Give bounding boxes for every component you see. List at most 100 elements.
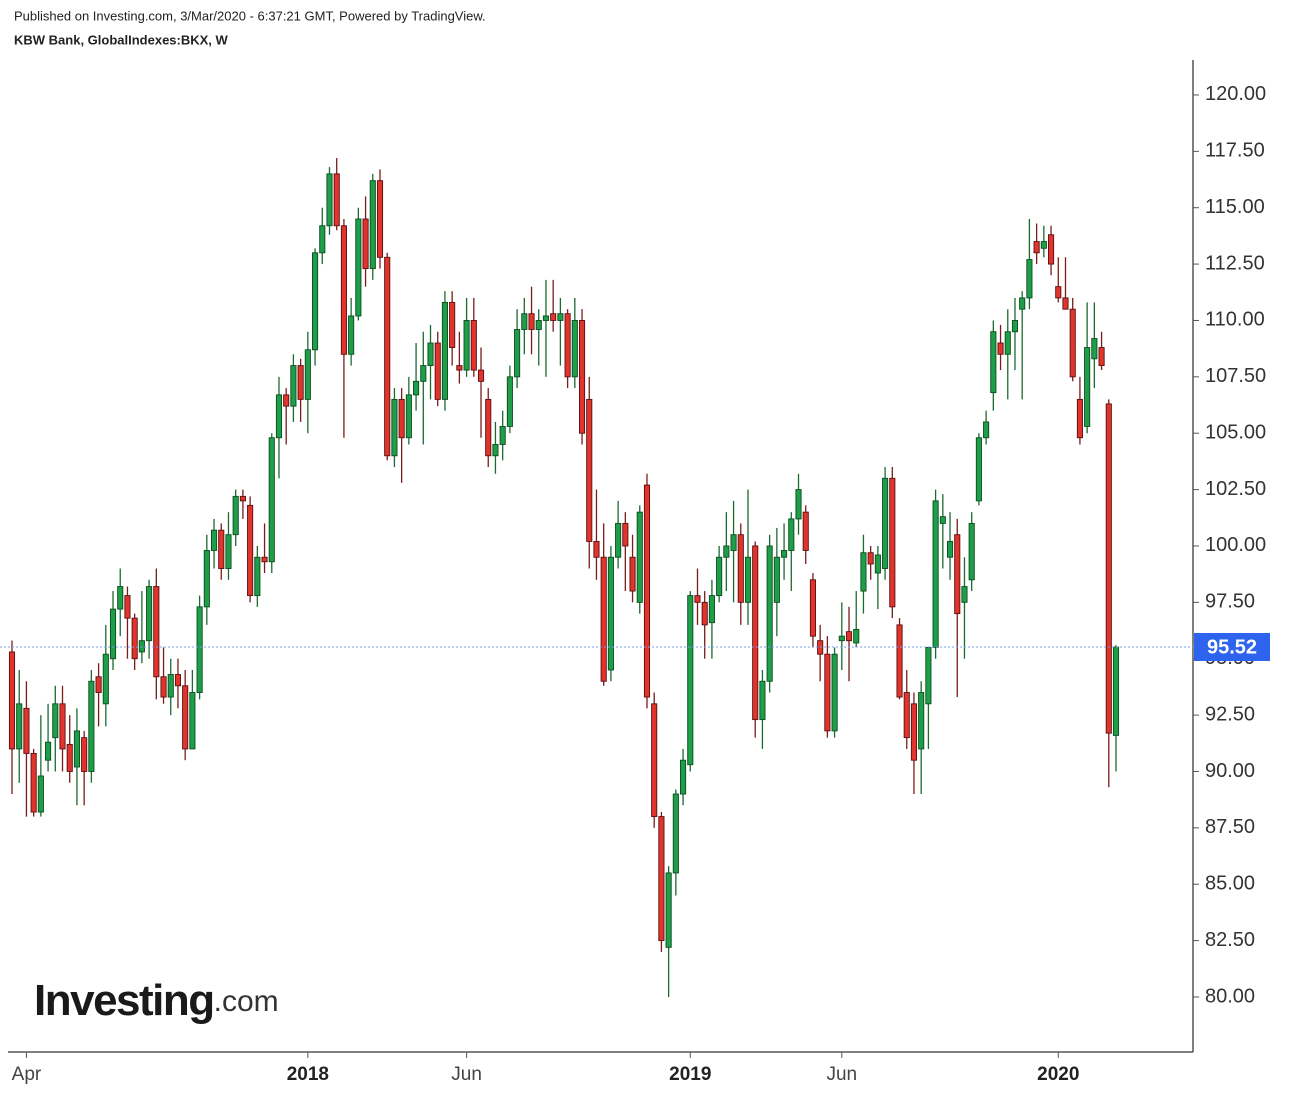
candle-body — [701, 601, 708, 626]
candle-body — [759, 680, 766, 721]
candle-body — [1040, 241, 1047, 249]
candle-body — [781, 550, 788, 558]
candle-body — [997, 342, 1004, 355]
candle-body — [218, 529, 225, 569]
candle-body — [427, 342, 434, 367]
candle-body — [737, 534, 744, 603]
candle-body — [636, 511, 643, 603]
y-tick-label: 102.50 — [1205, 478, 1266, 500]
candle-body — [499, 425, 506, 445]
candle-body — [788, 518, 795, 551]
candle-body — [643, 484, 651, 698]
candle-body — [874, 554, 881, 574]
candle-body — [939, 516, 946, 524]
candle-body — [528, 313, 535, 330]
candle-body — [203, 550, 210, 608]
candle-body — [290, 365, 297, 407]
candle-body — [275, 394, 283, 439]
y-tick-label: 120.00 — [1205, 83, 1266, 105]
candle-body — [384, 256, 391, 457]
y-tick-label: 97.50 — [1205, 591, 1255, 613]
candle-body — [680, 759, 687, 795]
candle-body — [81, 737, 88, 772]
candle-body — [708, 595, 715, 624]
candle-body — [319, 225, 326, 254]
candle-body — [838, 635, 845, 642]
candle-body — [506, 376, 513, 427]
candle-body — [59, 703, 66, 750]
candle-body — [117, 586, 124, 610]
candle-body — [153, 586, 160, 678]
candle-body — [809, 579, 816, 637]
candle-body — [600, 556, 607, 682]
candle-body — [975, 437, 982, 502]
candle-body — [946, 541, 954, 558]
candle-body — [752, 545, 759, 721]
y-tick-label: 80.00 — [1205, 985, 1255, 1007]
y-tick-label: 82.50 — [1205, 929, 1255, 951]
y-tick-label: 107.50 — [1205, 365, 1266, 387]
candle-body — [542, 315, 550, 321]
candle-body — [362, 218, 369, 270]
candle-body — [766, 545, 773, 682]
candle-body — [853, 628, 860, 644]
candle-body — [326, 173, 333, 227]
candle-body — [831, 653, 838, 732]
candle-body — [1112, 646, 1120, 736]
candle-body — [73, 730, 80, 768]
candle-body — [37, 775, 44, 813]
candle-body — [658, 816, 665, 942]
candle-body — [651, 703, 658, 818]
candle-body — [131, 617, 138, 660]
candle-body — [261, 556, 268, 563]
candle-body — [405, 394, 412, 439]
candle-body — [1076, 398, 1083, 439]
candle-body — [744, 556, 752, 603]
candle-body — [521, 313, 528, 330]
candle-body — [413, 380, 420, 396]
candle-body — [925, 646, 932, 705]
candle-body — [52, 703, 59, 739]
candle-body — [918, 692, 925, 750]
published-note: Published on Investing.com, 3/Mar/2020 -… — [14, 8, 486, 23]
y-tick-label: 92.50 — [1205, 703, 1255, 725]
candle-body — [102, 653, 109, 705]
candle-body — [867, 552, 874, 565]
candle-body — [889, 477, 896, 608]
candle-body — [297, 365, 304, 400]
candle-body — [593, 541, 600, 558]
x-tick-label: 2019 — [669, 1064, 711, 1085]
y-tick-label: 87.50 — [1205, 816, 1255, 838]
candle-body — [687, 595, 694, 766]
candle-body — [160, 676, 167, 698]
candle-body — [485, 398, 492, 457]
candle-body — [1084, 347, 1091, 427]
candle-body — [196, 606, 203, 693]
candle-body — [355, 218, 362, 317]
candle-body — [586, 398, 593, 542]
candle-body — [434, 342, 441, 400]
candle-body — [146, 586, 153, 642]
candle-body — [441, 301, 448, 400]
last-price-box — [1194, 632, 1270, 661]
candle-body — [730, 534, 737, 551]
candle-body — [1062, 297, 1069, 310]
y-tick-label: 90.00 — [1205, 760, 1255, 782]
candle-body — [629, 556, 636, 592]
candle-body — [247, 504, 254, 597]
candle-body — [138, 640, 145, 653]
candle-body — [420, 365, 427, 382]
candle-body — [304, 349, 311, 400]
logo-suffix: .com — [214, 985, 279, 1018]
candle-body — [615, 522, 622, 558]
symbol-title: KBW Bank, GlobalIndexes:BKX, W — [14, 32, 229, 47]
candle-body — [954, 534, 961, 615]
candle-body — [95, 676, 102, 693]
last-price-label: 95.52 — [1207, 636, 1257, 658]
candle-body — [1004, 331, 1011, 355]
candle-body — [1055, 286, 1062, 299]
candle-body — [88, 680, 95, 772]
candle-body — [167, 674, 174, 698]
candle-body — [23, 707, 30, 754]
